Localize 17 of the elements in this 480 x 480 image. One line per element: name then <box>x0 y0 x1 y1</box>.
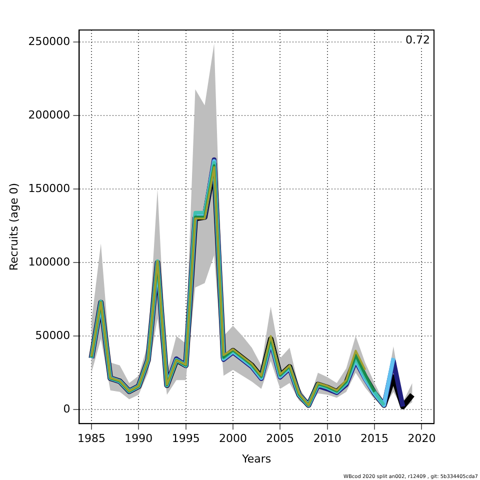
y-tick-label: 100000 <box>28 255 70 268</box>
x-tick-label: 2000 <box>219 432 248 446</box>
x-tick-label: 2005 <box>266 432 294 446</box>
y-tick-label: 150000 <box>28 182 70 195</box>
y-tick-label: 50000 <box>35 328 70 342</box>
x-tick-label: 1995 <box>172 432 200 446</box>
x-tick-label: 1985 <box>77 432 106 446</box>
x-axis-title: Years <box>241 452 272 466</box>
x-tick-label: 2020 <box>408 432 436 446</box>
x-tick-label: 2010 <box>313 432 342 446</box>
y-axis-title: Recruits (age 0) <box>7 182 20 271</box>
x-tick-label: 2015 <box>360 432 389 446</box>
y-tick-label: 200000 <box>28 108 70 122</box>
y-tick-label: 250000 <box>28 35 70 48</box>
annotation: 0.72 <box>406 33 430 46</box>
x-tick-label: 1990 <box>124 432 153 446</box>
y-tick-label: 0 <box>63 402 70 416</box>
